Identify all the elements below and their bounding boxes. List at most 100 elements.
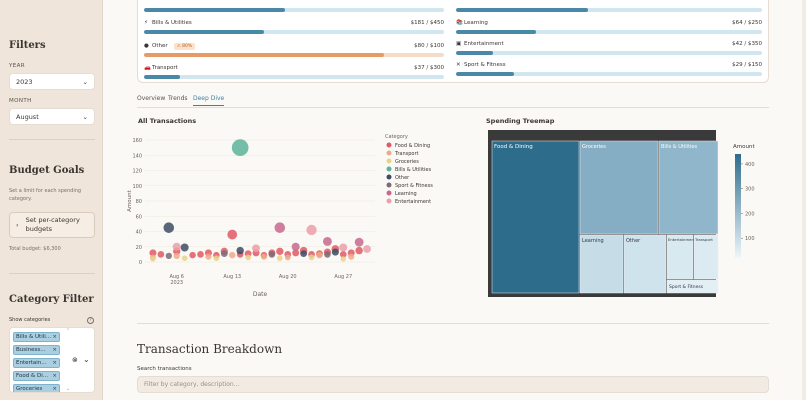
legend-item[interactable]: Other: [395, 175, 410, 181]
scatter-point[interactable]: [172, 242, 181, 251]
budget-amount: $181 / $450: [410, 20, 444, 26]
scatter-point[interactable]: [324, 251, 331, 258]
help-icon[interactable]: ?: [87, 317, 94, 324]
scroll-down-icon[interactable]: ⌄: [66, 386, 71, 392]
scatter-point[interactable]: [300, 250, 308, 258]
legend-item[interactable]: Bills & Utilities: [395, 167, 431, 173]
clear-all-icon[interactable]: ⊗: [72, 356, 78, 364]
scatter-point[interactable]: [205, 253, 212, 260]
scatter-point[interactable]: [213, 255, 220, 262]
chevron-down-icon: ⌄: [82, 77, 88, 86]
chevron-down-icon[interactable]: ⌄: [83, 355, 90, 364]
scatter-point[interactable]: [316, 251, 323, 259]
budget-row: ⚡ Bills & Utilities $181 / $450: [144, 20, 444, 28]
treemap-entertainment[interactable]: [666, 234, 694, 280]
tab-deep-dive[interactable]: Deep Dive: [193, 95, 225, 106]
scatter-point[interactable]: [292, 249, 300, 257]
budget-progress-fill: [456, 72, 515, 76]
month-value: August: [16, 112, 39, 121]
treemap-food-dining[interactable]: [491, 140, 580, 294]
legend-item[interactable]: Sport & Fitness: [395, 183, 433, 189]
search-input[interactable]: [137, 376, 769, 393]
y-tick-label: 80: [136, 199, 142, 205]
scatter-point[interactable]: [363, 245, 371, 253]
divider: [9, 139, 95, 140]
tab-trends[interactable]: Trends: [168, 95, 188, 102]
category-tag[interactable]: Food & Di... ×: [13, 371, 60, 381]
category-tag[interactable]: Bills & Utili... ×: [13, 332, 60, 342]
treemap-other[interactable]: [623, 234, 667, 294]
legend-item[interactable]: Food & Dining: [395, 143, 430, 149]
scatter-point[interactable]: [339, 251, 347, 258]
page-scrollbar[interactable]: [802, 0, 806, 400]
scatter-point[interactable]: [220, 250, 228, 258]
scatter-point[interactable]: [150, 256, 156, 262]
scatter-point[interactable]: [181, 255, 188, 262]
scatter-point[interactable]: [149, 249, 157, 257]
scatter-point[interactable]: [354, 237, 364, 247]
treemap-sport-fitness[interactable]: [666, 279, 719, 294]
legend-item[interactable]: Transport: [394, 151, 419, 157]
scatter-point[interactable]: [274, 222, 286, 233]
category-icon: ✕: [456, 62, 461, 68]
scatter-point[interactable]: [322, 236, 332, 246]
scatter-point[interactable]: [165, 252, 172, 260]
category-multiselect[interactable]: Bills & Utili... × Business... × Entertain…: [9, 327, 95, 393]
treemap-bills-utilities[interactable]: [658, 140, 719, 235]
scatter-point[interactable]: [189, 251, 196, 259]
scatter-point[interactable]: [260, 253, 268, 260]
scatter-point[interactable]: [291, 242, 300, 251]
scatter-point[interactable]: [306, 224, 317, 236]
scatter-point[interactable]: [227, 229, 238, 240]
treemap-chart[interactable]: Food & Dining Groceries Bills & Utilitie…: [486, 128, 766, 308]
scatter-point[interactable]: [308, 254, 315, 261]
scatter-point[interactable]: [284, 254, 291, 261]
y-tick-label: 40: [136, 230, 142, 236]
budget-progress-fill: [456, 51, 493, 55]
treemap-label-sport-fitness: Sport & Fitness: [669, 284, 704, 290]
category-tag[interactable]: Entertain... ×: [13, 358, 60, 368]
treemap-label-entertainment: Entertainment: [668, 237, 696, 242]
scatter-point[interactable]: [157, 251, 165, 258]
scatter-point[interactable]: [348, 253, 355, 260]
scatter-point[interactable]: [268, 251, 276, 258]
scatter-point[interactable]: [245, 254, 252, 261]
scatter-point[interactable]: [228, 251, 236, 259]
category-tag[interactable]: Groceries ×: [13, 384, 60, 392]
legend-marker: [386, 150, 392, 156]
scatter-point[interactable]: [276, 255, 283, 262]
scatter-point[interactable]: [340, 256, 346, 262]
budget-amount: $80 / $100: [414, 43, 444, 49]
total-budget: Total budget: $6,300: [9, 246, 61, 252]
scatter-point[interactable]: [231, 139, 249, 156]
treemap-transport[interactable]: [693, 234, 719, 280]
y-tick-label: 0: [139, 260, 142, 266]
legend-marker: [386, 182, 392, 188]
scatter-point[interactable]: [163, 222, 175, 233]
scatter-point[interactable]: [197, 251, 204, 258]
scroll-up-icon[interactable]: ⌃: [66, 328, 71, 334]
treemap-groceries[interactable]: [579, 140, 659, 235]
legend-item[interactable]: Entertainment: [395, 199, 431, 205]
scatter-point[interactable]: [236, 246, 244, 255]
category-tag[interactable]: Business... ×: [13, 345, 60, 355]
budget-category-name: ⚡ Bills & Utilities: [144, 20, 192, 26]
scatter-point[interactable]: [339, 243, 348, 252]
treemap-learning[interactable]: [579, 234, 624, 294]
scatter-point[interactable]: [173, 252, 180, 260]
scatter-point[interactable]: [180, 243, 189, 252]
scatter-point[interactable]: [276, 247, 284, 255]
set-budgets-button[interactable]: › Set per-category budgets: [9, 212, 95, 238]
scatter-point[interactable]: [252, 244, 260, 253]
scatter-point[interactable]: [355, 246, 363, 255]
legend-item[interactable]: Learning: [395, 191, 417, 197]
treemap-label-transport: Transport: [694, 237, 713, 242]
month-select[interactable]: August ⌄: [9, 108, 95, 125]
tab-overview[interactable]: Overview: [137, 95, 166, 102]
scatter-point[interactable]: [331, 248, 339, 256]
category-icon: ⚡: [144, 20, 148, 26]
legend-item[interactable]: Groceries: [395, 159, 419, 165]
year-select[interactable]: 2023 ⌄: [9, 73, 95, 90]
budget-row: 🚗Transport $37 / $300: [144, 65, 444, 73]
